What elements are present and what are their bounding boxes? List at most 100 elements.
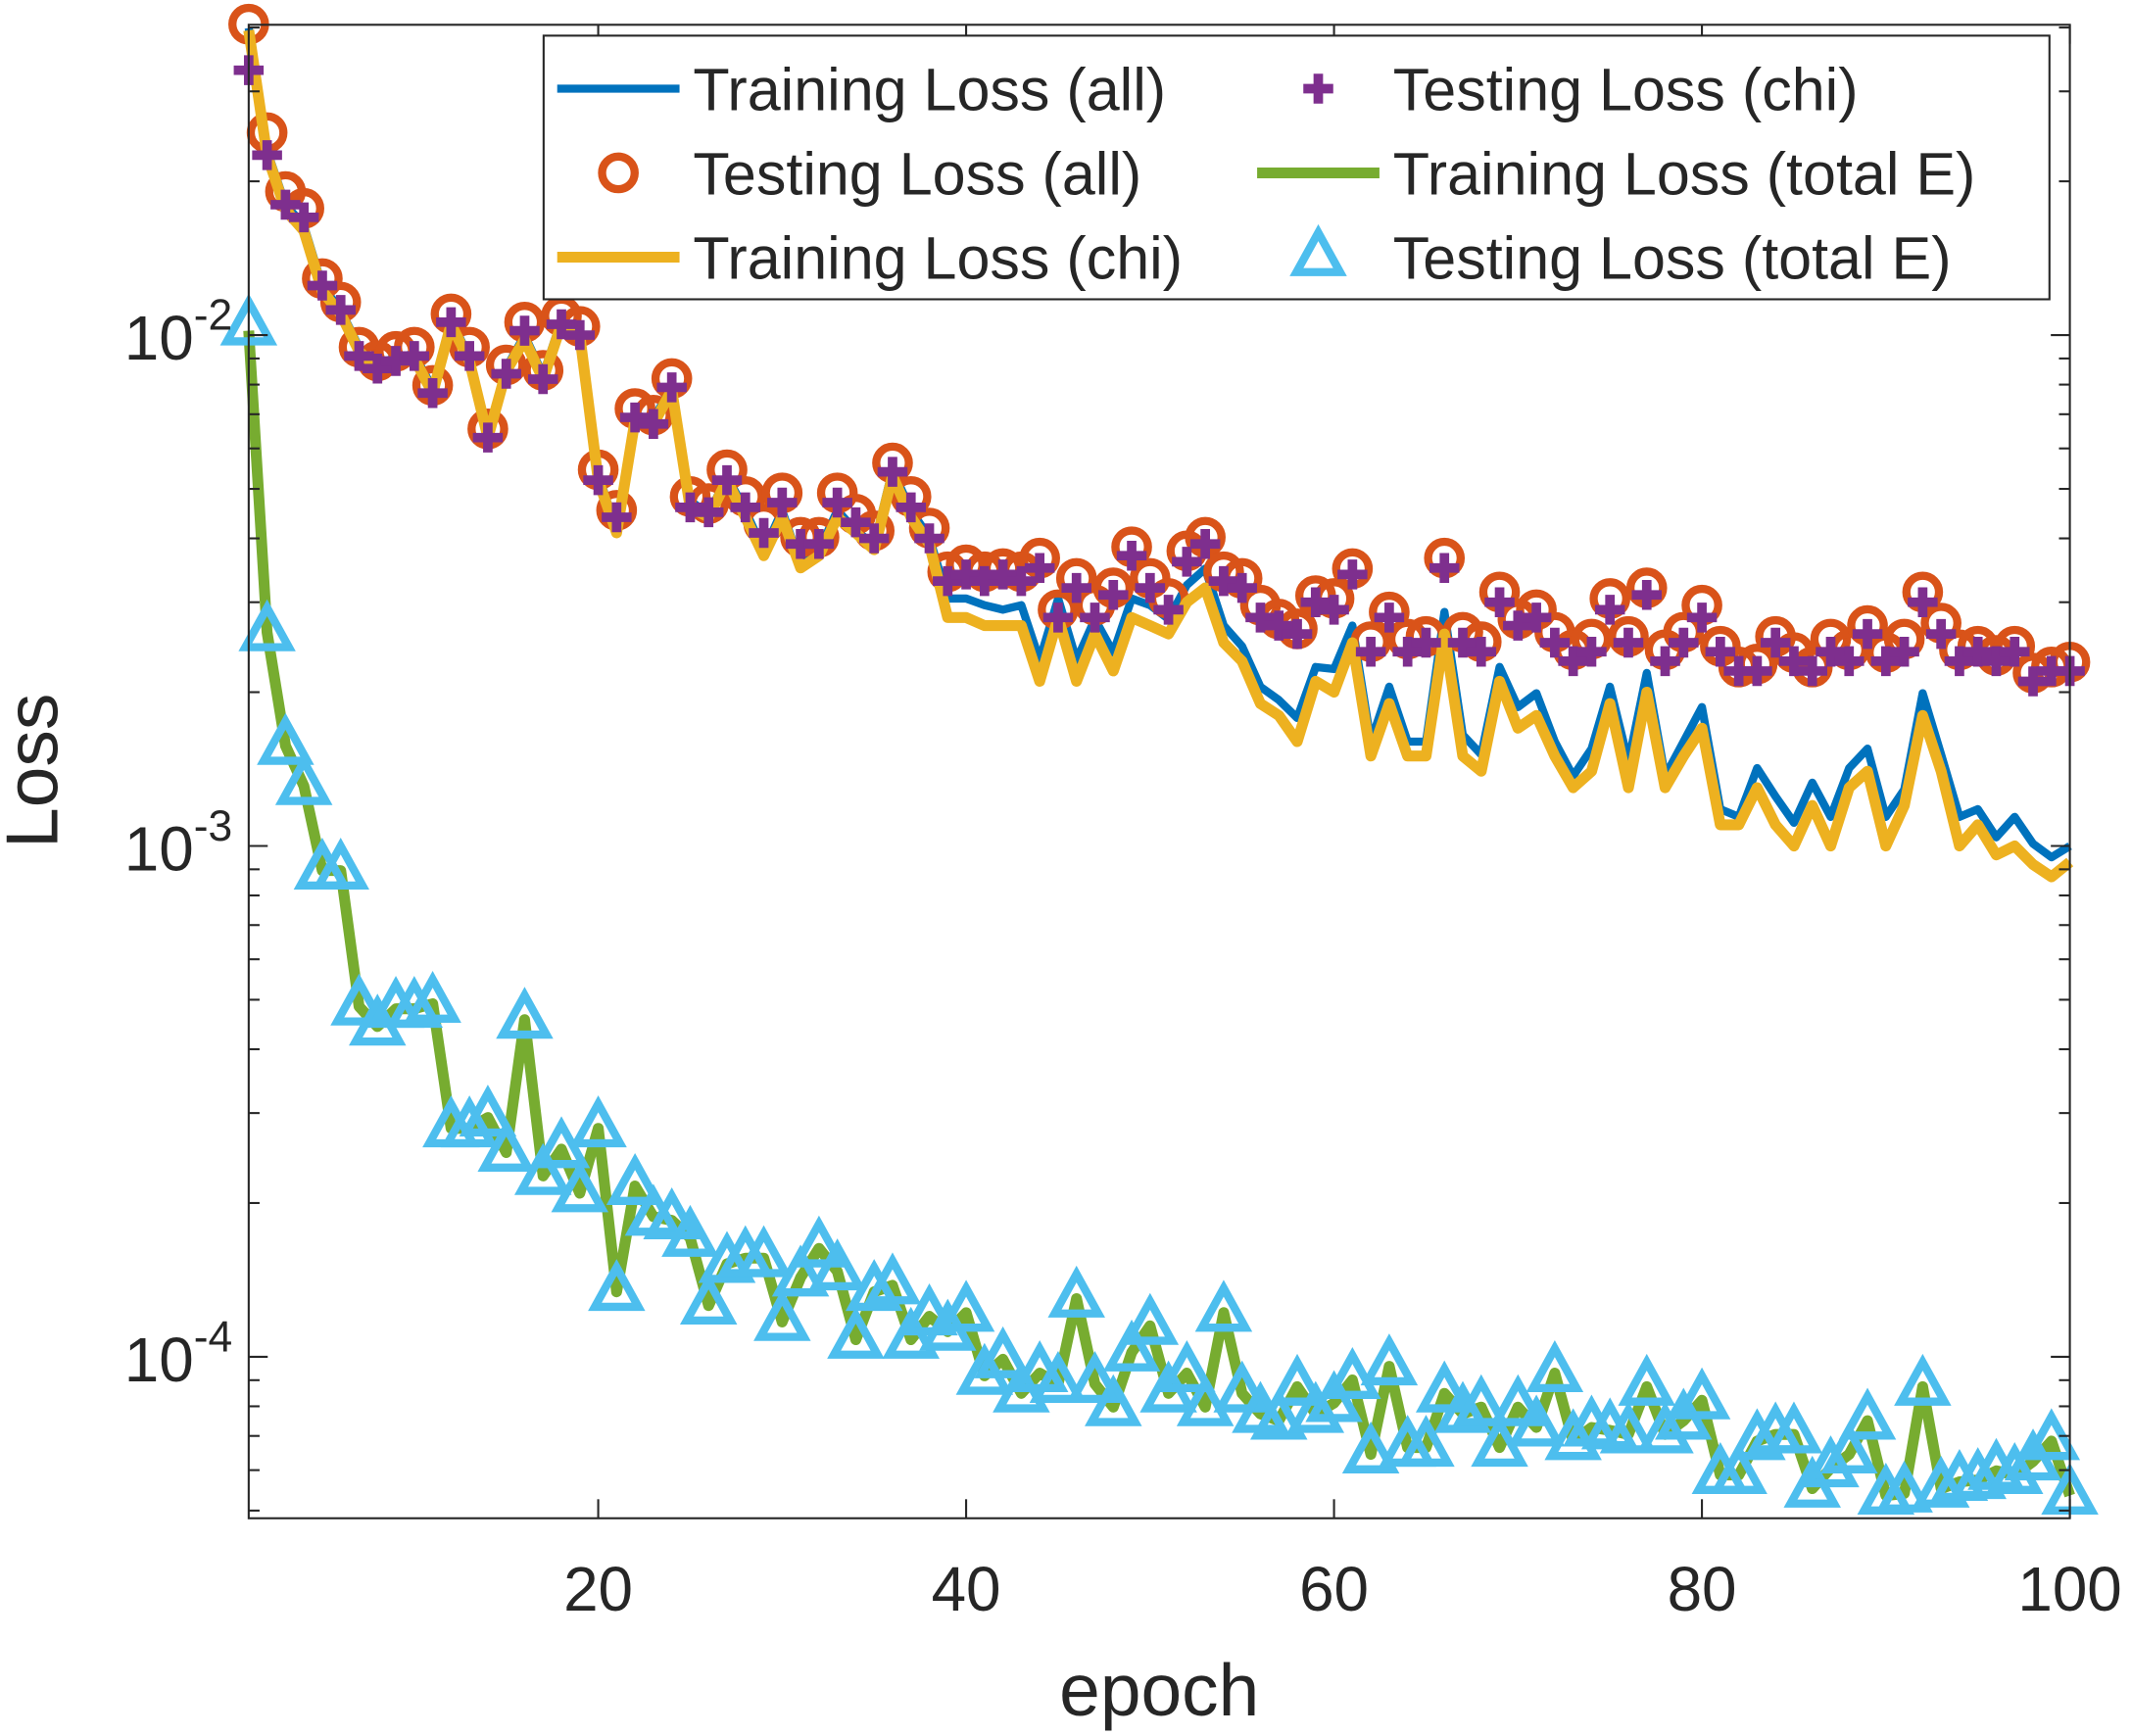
data-point <box>1098 580 1129 610</box>
legend-marker-swatch <box>1289 223 1347 276</box>
data-point <box>1526 1340 1584 1393</box>
data-point <box>399 341 430 371</box>
data-point <box>1820 1422 1878 1474</box>
data-point <box>841 506 871 538</box>
data-point <box>933 565 963 597</box>
data-point <box>602 502 632 533</box>
data-point <box>679 1273 738 1326</box>
data-point <box>1189 529 1221 559</box>
legend: Training Loss (all) Testing Loss (all) Tra… <box>542 34 2051 301</box>
data-point <box>1397 1415 1455 1468</box>
data-point <box>509 315 540 346</box>
data-point <box>1245 603 1276 633</box>
y-tick-label: 10-4 <box>124 1313 232 1395</box>
data-point <box>1300 587 1332 617</box>
data-point <box>1080 603 1110 633</box>
data-point <box>1760 627 1791 658</box>
data-point <box>1981 646 2011 677</box>
data-point <box>1042 603 1074 633</box>
data-point <box>1838 1387 1897 1440</box>
data-point <box>1686 603 1718 633</box>
data-point <box>619 402 651 433</box>
legend-item: Training Loss (total E) <box>1257 141 1975 208</box>
data-point <box>1870 646 1902 677</box>
data-point <box>900 1283 958 1336</box>
data-point <box>491 359 521 389</box>
x-tick-label: 40 <box>932 1554 1001 1624</box>
data-point <box>1337 559 1368 590</box>
data-point <box>1816 636 1846 667</box>
data-point <box>1263 610 1294 641</box>
series-testing-loss-chi <box>233 55 2085 697</box>
legend-item: Testing Loss (chi) <box>1303 57 1859 123</box>
data-point <box>1176 1374 1235 1426</box>
data-point <box>1484 587 1515 617</box>
data-point <box>1447 627 1478 658</box>
data-point <box>790 1215 848 1268</box>
data-point <box>274 752 333 805</box>
legend-marker-swatch <box>1303 73 1333 104</box>
data-point <box>477 1119 535 1172</box>
data-point <box>730 492 761 523</box>
data-point <box>1962 636 1993 667</box>
legend-marker-swatch <box>598 152 639 194</box>
data-point <box>1889 636 1919 667</box>
x-tick-label: 60 <box>1299 1554 1369 1624</box>
data-point <box>1834 646 1865 677</box>
data-point <box>1121 1292 1180 1345</box>
data-point <box>1282 618 1313 650</box>
data-point <box>1705 636 1736 667</box>
data-point <box>1507 1394 1566 1447</box>
data-point <box>749 517 779 549</box>
y-tick-base: 10 <box>124 813 194 884</box>
data-point <box>312 838 369 891</box>
data-point <box>1710 1441 1768 1494</box>
data-point <box>1360 1333 1419 1386</box>
data-point <box>527 363 558 395</box>
legend-item: Training Loss (all) <box>557 57 1166 123</box>
data-point <box>643 1187 701 1240</box>
data-point <box>588 1259 646 1312</box>
data-point <box>1503 610 1533 641</box>
x-tick-label: 20 <box>563 1554 633 1624</box>
legend-label: Testing Loss (total E) <box>1393 225 1952 292</box>
plot-layer <box>219 3 2099 1516</box>
data-point <box>569 1095 627 1148</box>
axes-box <box>247 24 2071 1519</box>
data-point <box>551 1160 609 1213</box>
data-point <box>1324 1346 1381 1399</box>
data-point <box>1852 618 1883 650</box>
data-point <box>344 341 374 371</box>
data-point <box>1213 1360 1271 1413</box>
data-point <box>459 1085 517 1137</box>
data-point <box>1433 1380 1492 1433</box>
y-tick-base: 10 <box>124 303 194 373</box>
data-point <box>896 492 927 523</box>
data-point <box>1024 553 1055 584</box>
data-point <box>1172 547 1202 577</box>
data-point <box>1250 1387 1308 1440</box>
data-point <box>1047 1265 1105 1318</box>
legend-item: Training Loss (chi) <box>557 225 1183 292</box>
data-point <box>969 565 1000 597</box>
data-point <box>436 307 466 338</box>
data-point <box>656 372 687 403</box>
data-point <box>583 464 613 496</box>
data-point <box>1558 646 1588 677</box>
y-tick-base: 10 <box>124 1325 194 1395</box>
data-point <box>1268 1353 1327 1406</box>
data-point <box>1029 1351 1088 1404</box>
series-group <box>219 3 2099 1516</box>
data-point <box>735 1225 793 1278</box>
data-point <box>1341 1422 1400 1474</box>
data-point <box>767 487 798 518</box>
data-point <box>1158 1340 1216 1393</box>
data-point <box>974 1326 1032 1378</box>
data-point <box>1594 595 1625 625</box>
x-tick-label: 100 <box>2017 1554 2121 1624</box>
data-point <box>863 1252 922 1305</box>
data-point <box>270 189 301 220</box>
data-point <box>307 270 338 301</box>
data-point <box>858 523 890 554</box>
